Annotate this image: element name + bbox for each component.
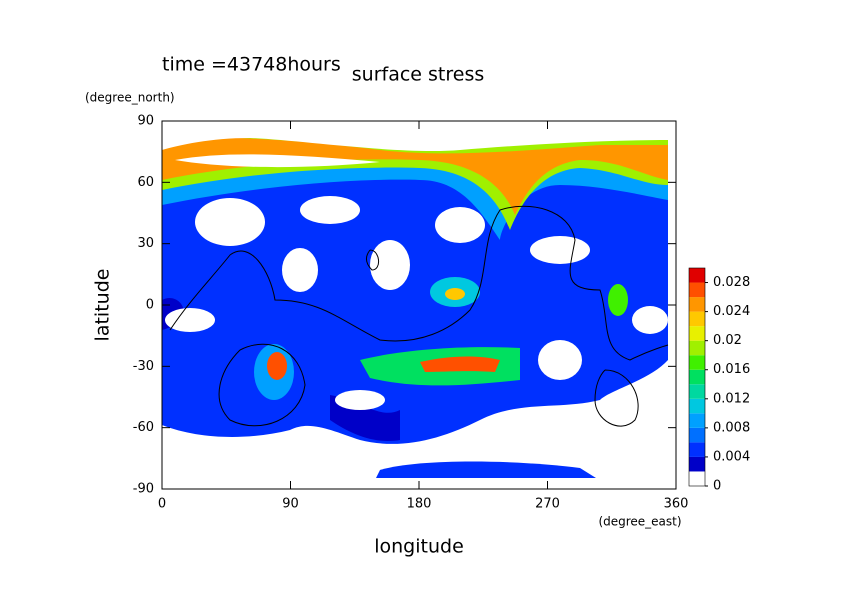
colorbar-band: [689, 471, 705, 486]
contour-region: [608, 284, 628, 316]
y-tick-label: 30: [137, 236, 154, 251]
x-tick-label: 0: [158, 497, 166, 512]
contour-hole: [632, 306, 668, 334]
colorbar-tick-label: 0.028: [713, 275, 750, 290]
x-tick-label: 360: [664, 497, 689, 512]
colorbar-band: [689, 282, 705, 298]
colorbar-frame: [688, 267, 706, 487]
colorbar-band: [689, 427, 705, 443]
x-tick-label: 270: [535, 497, 560, 512]
contour-hole: [335, 390, 385, 410]
contour-region: [376, 461, 596, 478]
contour-region: [445, 288, 465, 300]
contour-hole: [435, 207, 485, 243]
colorbar-band: [689, 326, 705, 341]
colorbar-band: [689, 384, 705, 399]
y-tick-label: -30: [133, 359, 154, 374]
colorbar-tick-label: 0: [713, 479, 721, 494]
y-tick-label: 90: [137, 114, 154, 129]
contour-hole: [300, 196, 360, 224]
y-tick-label: -90: [133, 482, 154, 497]
colorbar-tick-label: 0.004: [713, 449, 750, 464]
colorbar-band: [689, 355, 705, 370]
colorbar-band: [689, 297, 705, 312]
contour-region: [267, 352, 287, 380]
contour-field: [162, 130, 669, 478]
chart-title: surface stress: [352, 64, 485, 86]
colorbar-tick-label: 0.008: [713, 420, 750, 435]
contour-hole: [575, 402, 665, 438]
annotation: time =43748hours: [162, 54, 341, 76]
contour-hole: [370, 240, 410, 290]
colorbar-tick-label: 0.024: [713, 304, 750, 319]
colorbar-band: [689, 340, 705, 356]
colorbar-band: [689, 311, 705, 327]
contour-hole: [530, 236, 590, 264]
x-axis-label: longitude: [374, 536, 464, 558]
colorbar-tick-label: 0.02: [713, 333, 742, 348]
colorbar-band: [689, 398, 705, 414]
contour-hole: [165, 308, 215, 332]
colorbar-band: [689, 456, 705, 472]
colorbar-band: [689, 442, 705, 457]
y-tick-label: 60: [137, 175, 154, 190]
contour-hole: [538, 340, 582, 380]
x-tick-label: 90: [282, 497, 299, 512]
contour-region: [162, 130, 668, 168]
y-tick-label: -60: [133, 420, 154, 435]
x-unit: (degree_east): [598, 515, 681, 529]
x-tick-label: 180: [407, 497, 432, 512]
coastline: [169, 205, 669, 427]
contour-hole: [195, 198, 265, 246]
y-axis-label: latitude: [92, 269, 114, 342]
y-unit: (degree_north): [85, 91, 175, 105]
colorbar-tick-label: 0.016: [713, 362, 750, 377]
contour-hole: [282, 248, 318, 292]
colorbar-band: [689, 268, 705, 283]
contour-region: [420, 356, 500, 372]
colorbar-tick-label: 0.012: [713, 391, 750, 406]
colorbar-band: [689, 369, 705, 385]
y-tick-label: 0: [146, 298, 154, 313]
colorbar-band: [689, 413, 705, 428]
